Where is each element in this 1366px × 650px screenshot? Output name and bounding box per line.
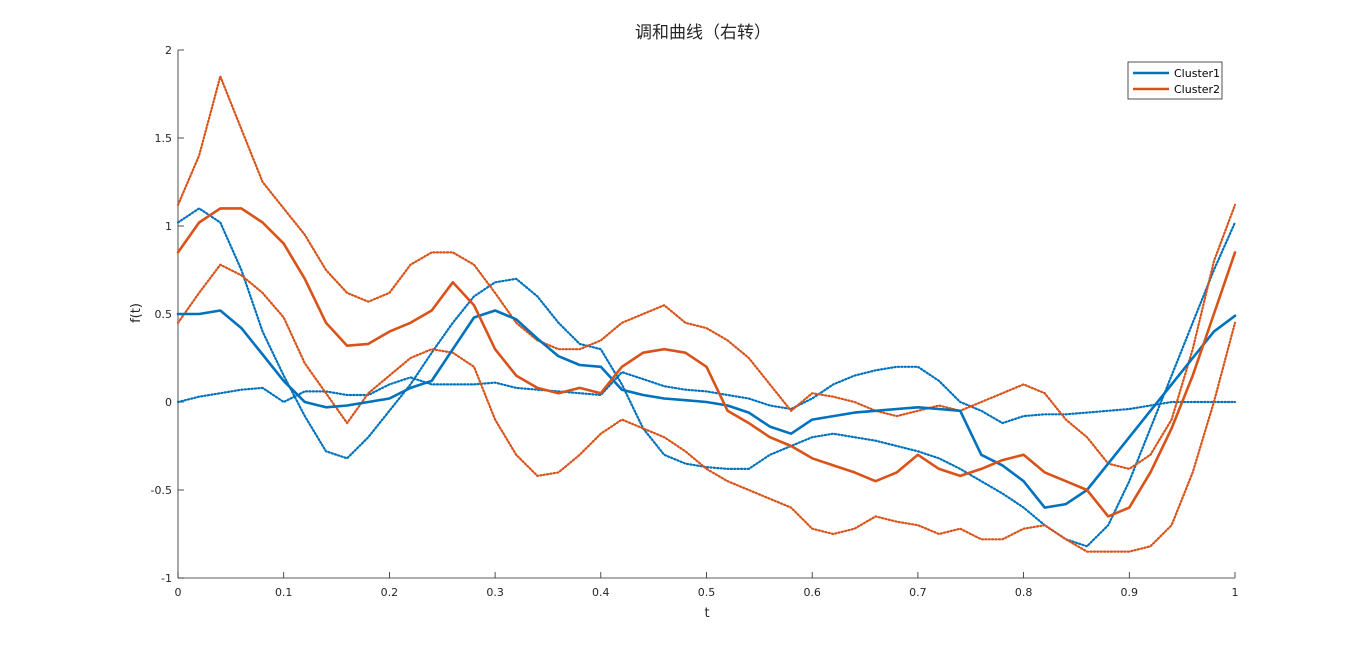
x-tick-label: 0.9 [1121, 586, 1139, 599]
y-tick-label: 1 [165, 220, 172, 233]
series-line-cluster1-solid [176, 309, 1237, 509]
legend-box [1127, 61, 1223, 100]
x-tick-label: 0.7 [909, 586, 927, 599]
series-lines [176, 75, 1237, 553]
x-axis-label: t [704, 606, 709, 621]
y-tick-label: 2 [165, 44, 172, 57]
x-tick-label: 0.5 [698, 586, 716, 599]
x-tick-label: 0.6 [803, 586, 821, 599]
series-line-cluster2-dotted-4 [176, 75, 1237, 470]
x-tick-label: 0.3 [486, 586, 504, 599]
legend-label-cluster2: Cluster2 [1174, 83, 1220, 96]
y-tick-label: 0 [165, 396, 172, 409]
y-tick-label: -0.5 [151, 484, 172, 497]
series-line-cluster2-dotted-5 [176, 263, 1237, 553]
series-line-cluster2-solid [176, 207, 1237, 518]
y-tick-label: 1.5 [155, 132, 173, 145]
legend-label-cluster1: Cluster1 [1174, 67, 1220, 80]
y-tick-label: -1 [161, 572, 172, 585]
chart-title: 调和曲线（右转） [635, 23, 771, 43]
x-tick-label: 0 [175, 586, 182, 599]
x-tick-label: 0.1 [275, 586, 293, 599]
y-tick-label: 0.5 [155, 308, 173, 321]
x-tick-label: 0.8 [1015, 586, 1033, 599]
y-axis-label: f(t) [129, 303, 144, 323]
legend[interactable]: Cluster1 Cluster2 [1127, 61, 1223, 100]
series-line-cluster1-dotted-2 [176, 365, 1237, 425]
x-tick-label: 0.4 [592, 586, 610, 599]
x-tick-label: 0.2 [381, 586, 399, 599]
x-tick-group: 0 0.1 0.2 0.3 0.4 0.5 0.6 0.7 0.8 0.9 1 [175, 572, 1239, 599]
x-tick-label: 1 [1232, 586, 1239, 599]
